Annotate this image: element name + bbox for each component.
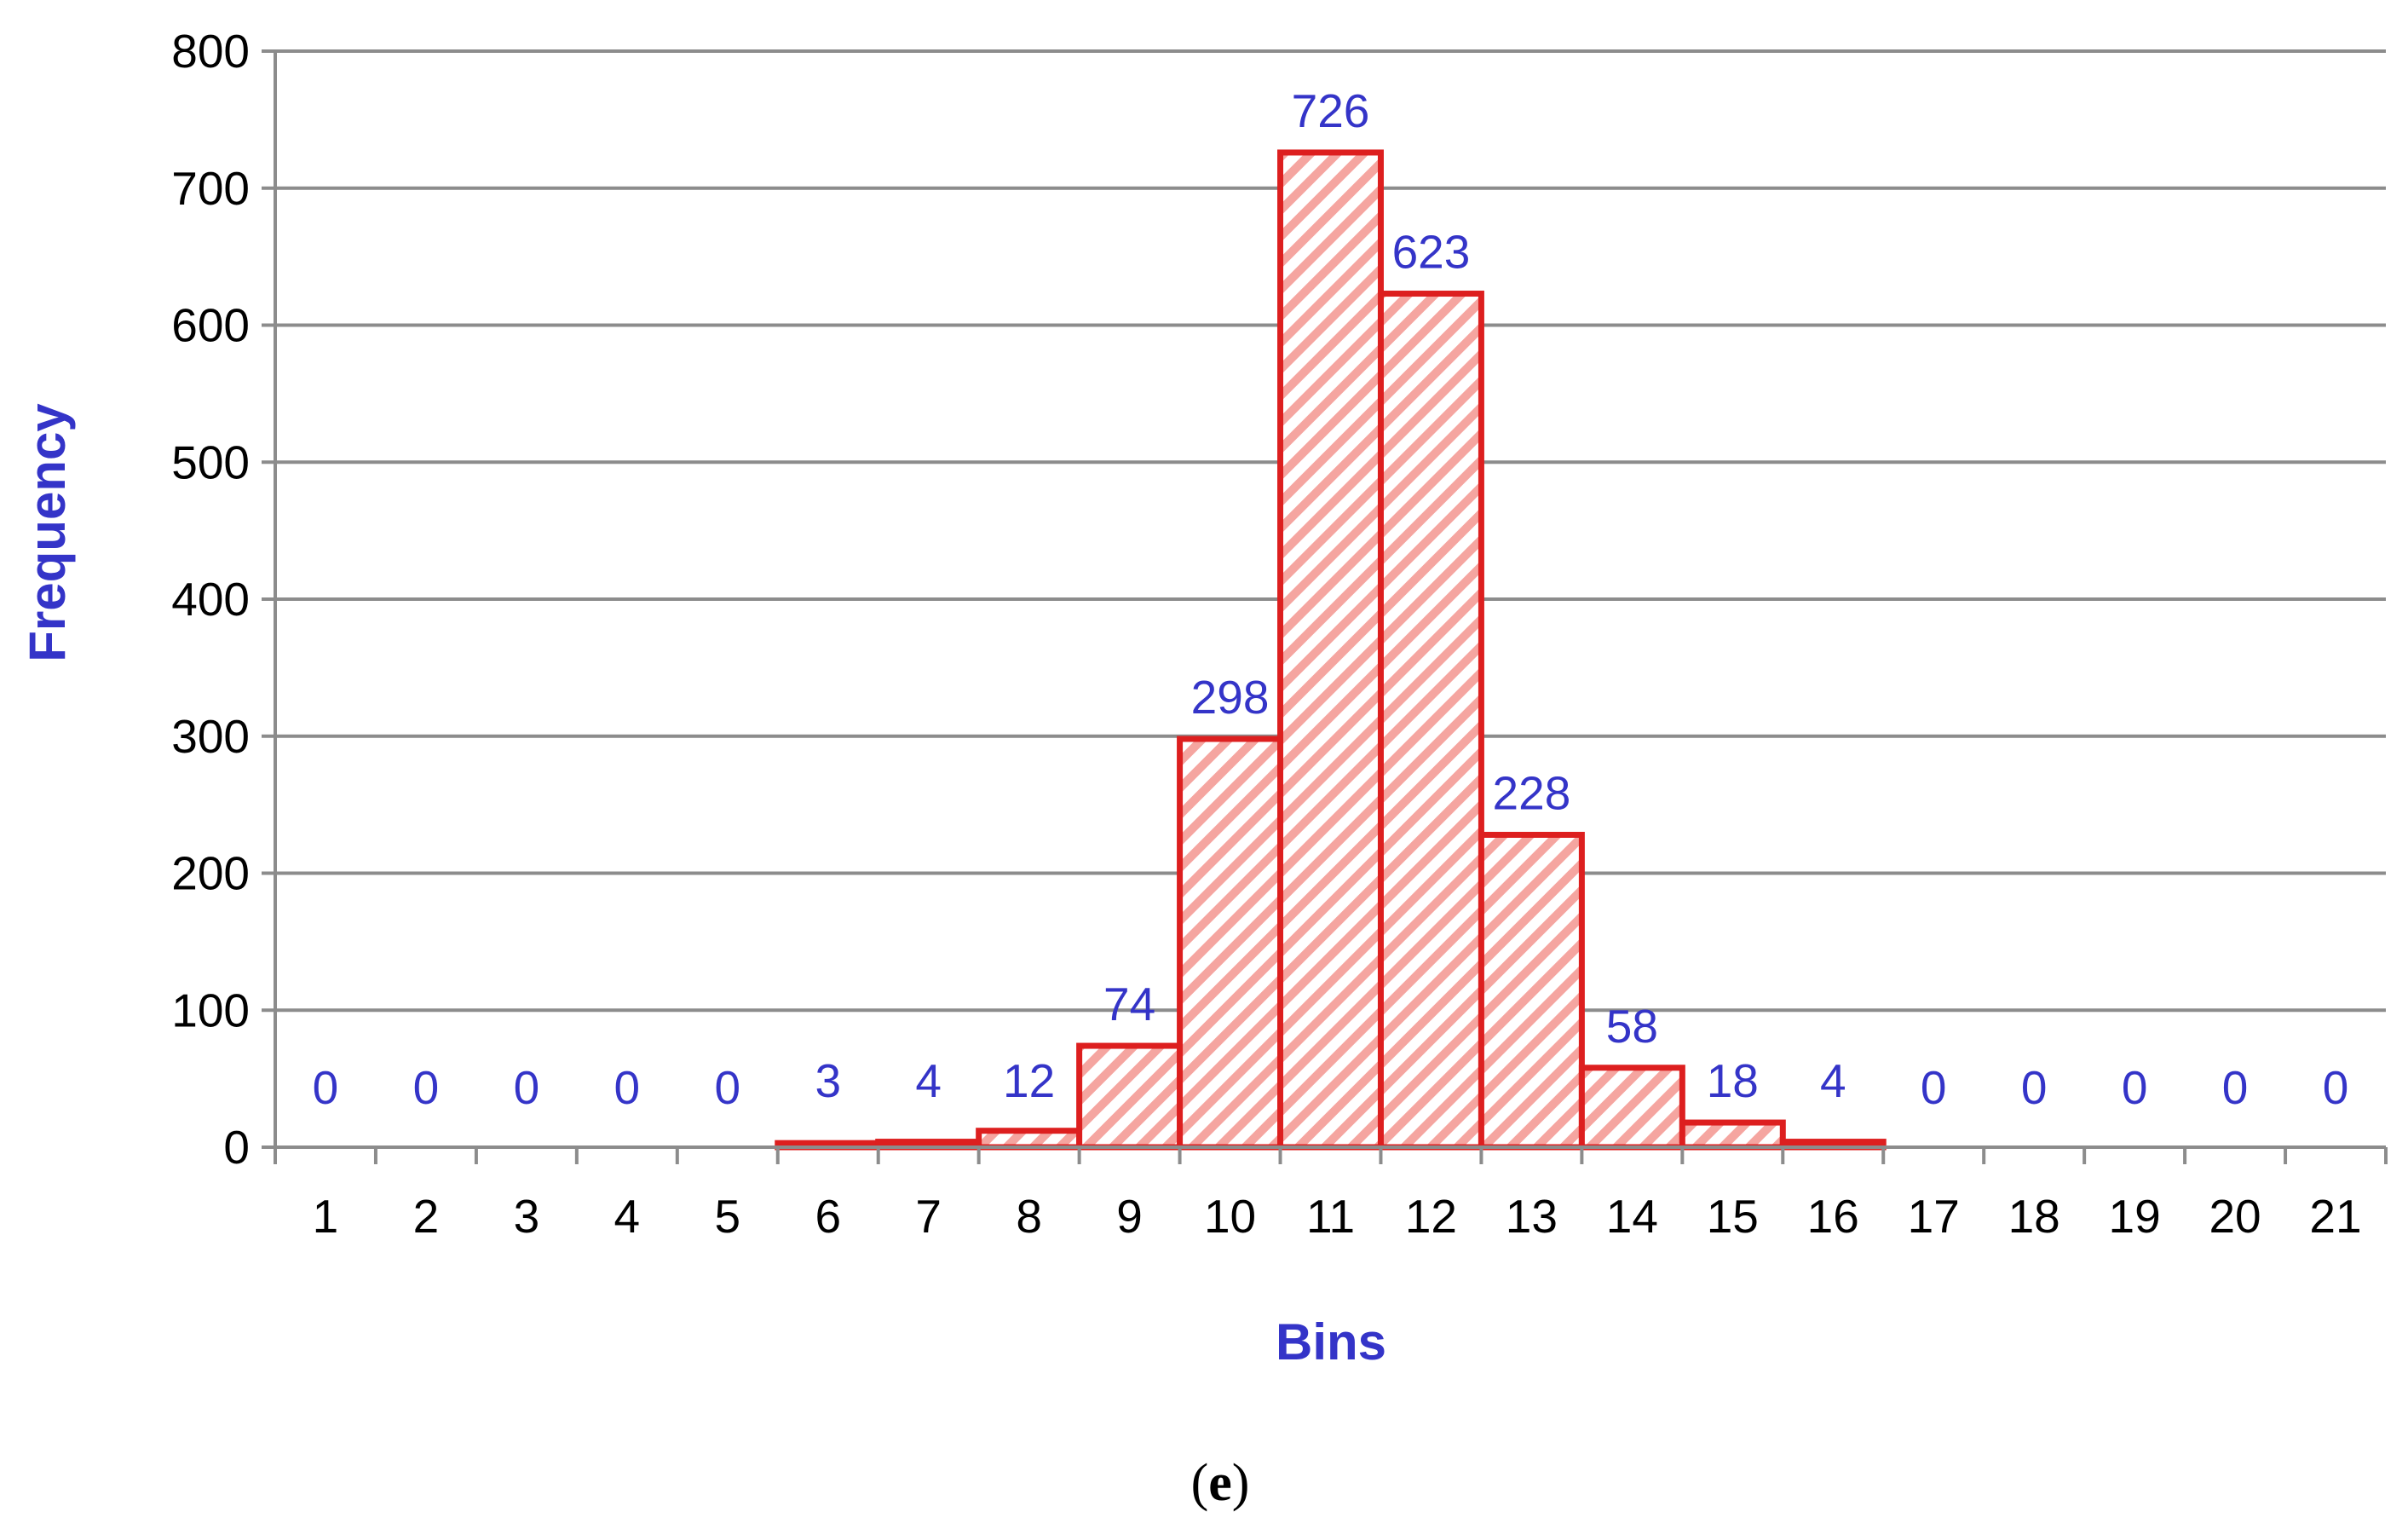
- x-axis-title: Bins: [1276, 1313, 1386, 1371]
- x-tick-label: 1: [313, 1190, 339, 1243]
- bar: [1679, 1119, 1786, 1151]
- bar: [1076, 1042, 1184, 1151]
- x-tick-label: 8: [1016, 1190, 1042, 1243]
- bar: [976, 1128, 1083, 1151]
- y-tick-label: 400: [171, 573, 250, 626]
- x-tick-label: 13: [1506, 1190, 1558, 1243]
- data-label: 0: [714, 1061, 740, 1114]
- data-label: 3: [815, 1054, 841, 1107]
- x-tick-label: 10: [1204, 1190, 1256, 1243]
- bar: [1478, 831, 1585, 1151]
- data-label: 4: [915, 1054, 942, 1107]
- data-label: 0: [1921, 1061, 1947, 1114]
- data-label: 0: [514, 1061, 540, 1114]
- y-tick-label: 100: [171, 984, 250, 1036]
- data-label: 0: [2122, 1061, 2148, 1114]
- data-label: 0: [313, 1061, 339, 1114]
- y-tick-label: 700: [171, 162, 250, 215]
- y-tick-label: 500: [171, 436, 250, 488]
- data-label: 12: [1003, 1054, 1055, 1107]
- x-tick-label: 16: [1807, 1190, 1859, 1243]
- data-label: 0: [614, 1061, 641, 1114]
- data-label: 298: [1191, 671, 1270, 724]
- x-tick-label: 15: [1707, 1190, 1759, 1243]
- x-tick-label: 3: [514, 1190, 540, 1243]
- figure-caption: (e): [1191, 1454, 1250, 1512]
- data-label: 58: [1606, 1000, 1658, 1053]
- data-label: 0: [2021, 1061, 2048, 1114]
- data-label: 228: [1493, 766, 1571, 819]
- data-label: 18: [1707, 1054, 1759, 1107]
- x-tick-label: 12: [1405, 1190, 1457, 1243]
- data-label: 726: [1292, 84, 1370, 137]
- x-tick-label: 20: [2209, 1190, 2261, 1243]
- bars: [775, 149, 1887, 1151]
- caption-letter: e: [1208, 1454, 1232, 1512]
- x-tick-label: 4: [614, 1190, 641, 1243]
- data-label: 4: [1820, 1054, 1846, 1107]
- x-tick-labels: 1 2 3 4 5 6 7 8 9 10 11 12 13 14 15 16 17 18 19 20 21: [313, 1190, 2362, 1243]
- bar: [1177, 736, 1284, 1151]
- data-labels: 0 0 0 0 0 3 4 12 74 298 726 623 228 58 18 4 0 0 0 0 0: [313, 84, 2349, 1114]
- x-tick-label: 19: [2109, 1190, 2161, 1243]
- x-tick-label: 7: [915, 1190, 942, 1243]
- bar: [1277, 149, 1384, 1151]
- data-label: 0: [413, 1061, 440, 1114]
- bar: [1578, 1065, 1685, 1151]
- x-tick-label: 18: [2008, 1190, 2060, 1243]
- y-tick-labels: 0 100 200 300 400 500 600 700 800: [171, 25, 250, 1174]
- data-label: 74: [1103, 978, 1155, 1030]
- data-label: 0: [2222, 1061, 2249, 1114]
- y-tick-label: 0: [223, 1121, 250, 1174]
- caption-open-paren: (: [1191, 1454, 1209, 1512]
- x-tick-label: 14: [1606, 1190, 1658, 1243]
- y-tick-label: 800: [171, 25, 250, 78]
- y-tick-label: 300: [171, 710, 250, 763]
- x-tick-label: 2: [413, 1190, 440, 1243]
- data-label: 623: [1392, 226, 1471, 279]
- bar: [1377, 291, 1484, 1151]
- x-tick-label: 9: [1116, 1190, 1143, 1243]
- axes: [262, 49, 2388, 1164]
- y-tick-label: 200: [171, 847, 250, 900]
- caption-close-paren: ): [1232, 1454, 1250, 1512]
- y-tick-label: 600: [171, 299, 250, 352]
- x-tick-label: 11: [1306, 1190, 1355, 1243]
- data-label: 0: [2323, 1061, 2349, 1114]
- y-axis-title: Frequency: [19, 403, 76, 662]
- x-tick-label: 17: [1908, 1190, 1960, 1243]
- x-tick-label: 21: [2309, 1190, 2361, 1243]
- x-tick-label: 5: [714, 1190, 740, 1243]
- x-tick-label: 6: [815, 1190, 841, 1243]
